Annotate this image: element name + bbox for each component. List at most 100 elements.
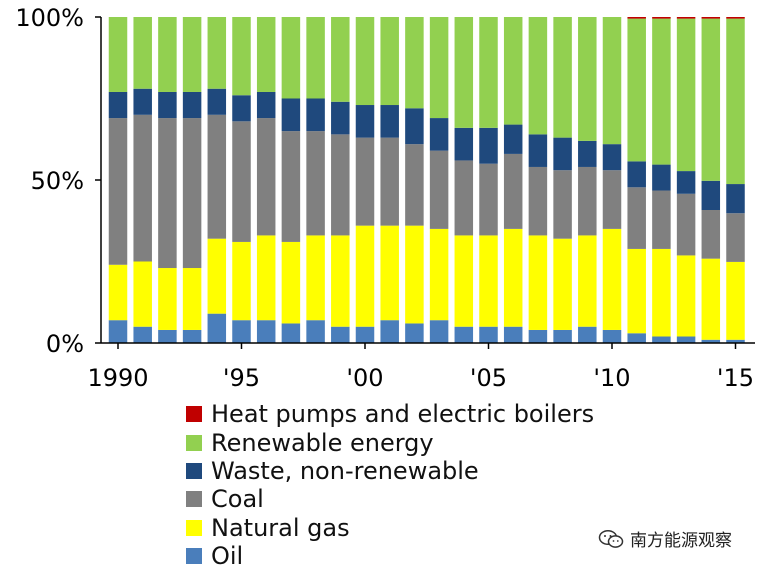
bar-segment [503,17,523,125]
bar-segment [158,268,177,330]
x-tick-label: '95 [223,364,260,392]
bar-segment [281,241,301,324]
bar-segment [726,339,745,343]
bar-segment [256,17,276,92]
legend-label: Renewable energy [211,428,434,457]
bar-segment [405,108,424,145]
bar-segment [454,160,474,236]
bars-layer [108,17,745,343]
bar-segment [627,17,646,19]
x-axis: 1990 '95 '00 '05 '10 '15 [87,343,754,392]
bar-segment [454,127,474,161]
bar-segment [256,91,276,119]
bar-segment [676,171,696,194]
bar-segment [405,17,424,109]
bar-segment [380,105,399,138]
bar-segment [207,114,227,239]
bar-segment [232,320,251,343]
bar-segment [158,91,177,119]
bar-segment [331,235,350,327]
bar-segment [602,329,622,343]
bar-segment [627,161,646,188]
bar-segment [479,17,498,128]
bar-segment [306,320,325,343]
bar-segment [627,18,646,162]
legend: Heat pumps and electric boilers Renewable… [186,400,594,570]
x-tick-label: '05 [470,364,507,392]
x-tick-label: '10 [593,364,630,392]
bar-segment [479,127,498,164]
bar-segment [331,326,350,343]
bar-segment [158,329,177,343]
bar-segment [528,166,548,236]
bar-segment [602,170,622,229]
watermark: 南方能源观察 [598,526,732,551]
bar-segment [726,184,745,214]
legend-swatch [186,519,202,536]
bar-segment [158,118,177,269]
legend-item: Waste, non-renewable [186,457,594,485]
bar-segment [306,131,325,236]
bar-segment [232,121,251,242]
bar-segment [429,228,449,321]
bar-segment [553,170,572,239]
bar-segment [355,326,375,343]
bar-segment [553,137,572,171]
bar-segment [306,235,325,321]
bar-segment [503,124,523,154]
bar-segment [553,17,572,138]
bar-segment [380,137,399,226]
bar-segment [503,228,523,327]
bar-segment [256,235,276,321]
bar-segment [701,180,721,210]
bar-segment [232,241,251,321]
legend-item: Renewable energy [186,428,594,457]
legend-item: Oil [186,542,594,570]
bar-segment [281,323,301,343]
bar-segment [281,17,301,99]
legend-item: Heat pumps and electric boilers [186,400,594,428]
bar-segment [108,320,128,343]
bar-segment [429,320,449,343]
bar-segment [602,144,622,171]
bar-segment [652,336,671,343]
bar-segment [652,248,671,337]
bar-segment [207,17,227,89]
bar-segment [676,255,696,337]
bar-segment [182,17,202,92]
bar-segment [380,320,399,343]
bar-segment [726,261,745,340]
bar-segment [405,323,424,343]
bar-segment [454,17,474,128]
legend-swatch [186,434,202,451]
bar-segment [652,190,671,249]
bar-segment [429,150,449,229]
bar-segment [503,326,523,343]
x-tick-label: 1990 [87,364,148,392]
bar-segment [232,17,251,96]
bar-segment [207,238,227,314]
bar-segment [182,329,202,343]
y-tick-label: 50% [31,167,84,195]
bar-segment [306,17,325,99]
bar-segment [652,17,671,19]
bar-segment [108,264,128,321]
legend-label: Coal [211,485,264,514]
bar-segment [256,320,276,343]
bar-segment [553,329,572,343]
bar-segment [627,187,646,249]
bar-segment [133,114,152,262]
bar-segment [627,333,646,343]
bar-segment [479,235,498,327]
bar-segment [479,326,498,343]
legend-swatch [186,548,202,565]
bar-segment [602,17,622,145]
bar-segment [479,163,498,236]
bar-segment [429,118,449,151]
legend-label: Natural gas [211,513,350,542]
bar-segment [553,238,572,330]
bar-segment [429,17,449,119]
bar-segment [528,17,548,135]
bar-segment [331,101,350,135]
bar-segment [602,228,622,330]
